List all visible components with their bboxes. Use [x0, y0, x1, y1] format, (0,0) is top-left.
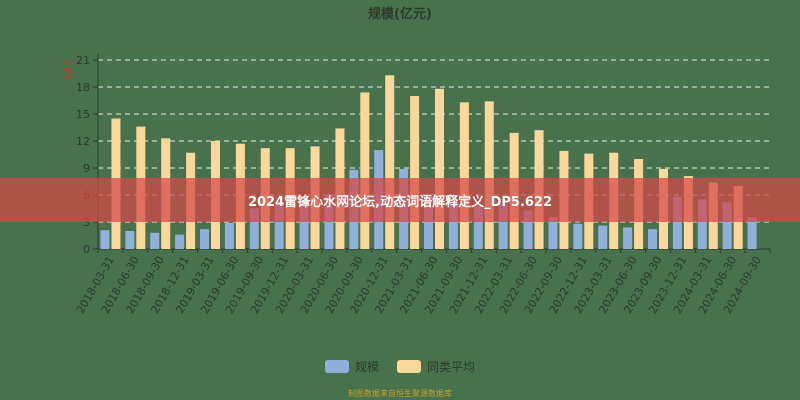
bar-scale[interactable]	[573, 223, 583, 249]
bar-average[interactable]	[435, 88, 444, 249]
bar-scale[interactable]	[473, 205, 483, 249]
bar-scale[interactable]	[299, 202, 309, 249]
bar-scale[interactable]	[200, 229, 209, 249]
bar-scale[interactable]	[125, 231, 135, 249]
y-tick-label: 12	[76, 135, 90, 148]
bar-scale[interactable]	[224, 222, 234, 249]
legend: 规模 同类平均	[0, 358, 800, 375]
bar-scale[interactable]	[274, 202, 284, 249]
bar-scale[interactable]	[722, 202, 732, 249]
bar-average[interactable]	[385, 75, 395, 249]
y-tick-label: 9	[83, 162, 90, 175]
legend-swatch-average	[397, 360, 421, 373]
bar-average[interactable]	[484, 101, 494, 250]
legend-swatch-scale	[324, 360, 349, 373]
banner-text: 2024雷锋心水网论坛,动态词语解释定义_DP5.622	[247, 194, 553, 210]
data-source-note: 制图数据来自恒生聚源数据库	[348, 389, 452, 398]
bar-scale[interactable]	[747, 217, 757, 250]
bar-scale[interactable]	[548, 217, 558, 250]
bar-scale[interactable]	[672, 196, 682, 249]
y-tick-label: 21	[76, 54, 90, 67]
bar-scale[interactable]	[498, 204, 508, 249]
legend-item-scale[interactable]: 规模	[324, 358, 379, 375]
bar-scale[interactable]	[424, 195, 433, 249]
y-tick-label: 0	[83, 243, 90, 256]
bar-scale[interactable]	[623, 227, 633, 249]
bar-scale[interactable]	[598, 225, 608, 249]
bar-scale[interactable]	[523, 210, 533, 249]
chart-title: 规模(亿元)	[368, 7, 432, 22]
legend-item-average[interactable]: 同类平均	[397, 358, 475, 375]
bar-scale[interactable]	[324, 195, 334, 249]
y-tick-label: 18	[76, 81, 90, 94]
y-tick-label: 15	[76, 108, 90, 121]
bar-scale[interactable]	[697, 199, 707, 250]
bar-average[interactable]	[360, 92, 370, 250]
bar-scale[interactable]	[100, 230, 110, 249]
bar-scale[interactable]	[150, 232, 160, 249]
bar-scale[interactable]	[448, 204, 458, 249]
bar-average[interactable]	[459, 102, 469, 249]
bar-average[interactable]	[410, 96, 420, 249]
overlay-banner: 2024雷锋心水网论坛,动态词语解释定义_DP5.622	[0, 178, 800, 222]
bar-scale[interactable]	[175, 234, 185, 249]
bar-scale[interactable]	[648, 229, 657, 249]
legend-label-scale: 规模	[354, 360, 379, 374]
legend-label-average: 同类平均	[427, 360, 476, 374]
bar-scale[interactable]	[249, 208, 259, 250]
y-tick-label: 3	[83, 216, 90, 229]
